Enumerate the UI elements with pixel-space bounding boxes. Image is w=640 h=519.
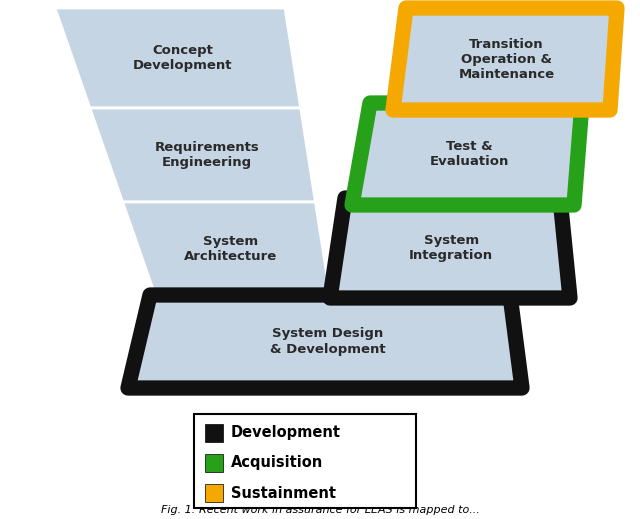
- Bar: [205, 454, 223, 472]
- Polygon shape: [393, 8, 617, 110]
- Text: Concept
Development: Concept Development: [133, 44, 232, 72]
- Text: Transition
Operation &
Maintenance: Transition Operation & Maintenance: [458, 37, 555, 80]
- Polygon shape: [352, 103, 582, 205]
- Text: Test &
Evaluation: Test & Evaluation: [430, 140, 509, 168]
- Polygon shape: [128, 295, 522, 388]
- Polygon shape: [55, 8, 301, 108]
- Polygon shape: [330, 198, 570, 298]
- Polygon shape: [90, 108, 316, 202]
- Text: Acquisition: Acquisition: [231, 456, 323, 471]
- Text: Requirements
Engineering: Requirements Engineering: [155, 141, 259, 169]
- FancyBboxPatch shape: [194, 414, 416, 508]
- Text: Fig. 1: Recent work in assurance for LEAS is mapped to...: Fig. 1: Recent work in assurance for LEA…: [161, 505, 479, 515]
- Text: System Design
& Development: System Design & Development: [269, 327, 385, 356]
- Polygon shape: [123, 202, 330, 295]
- Text: System
Architecture: System Architecture: [184, 235, 277, 263]
- Text: System
Integration: System Integration: [409, 234, 493, 262]
- Text: Development: Development: [231, 426, 341, 441]
- Bar: [205, 484, 223, 502]
- Text: Sustainment: Sustainment: [231, 485, 336, 500]
- Bar: [205, 424, 223, 442]
